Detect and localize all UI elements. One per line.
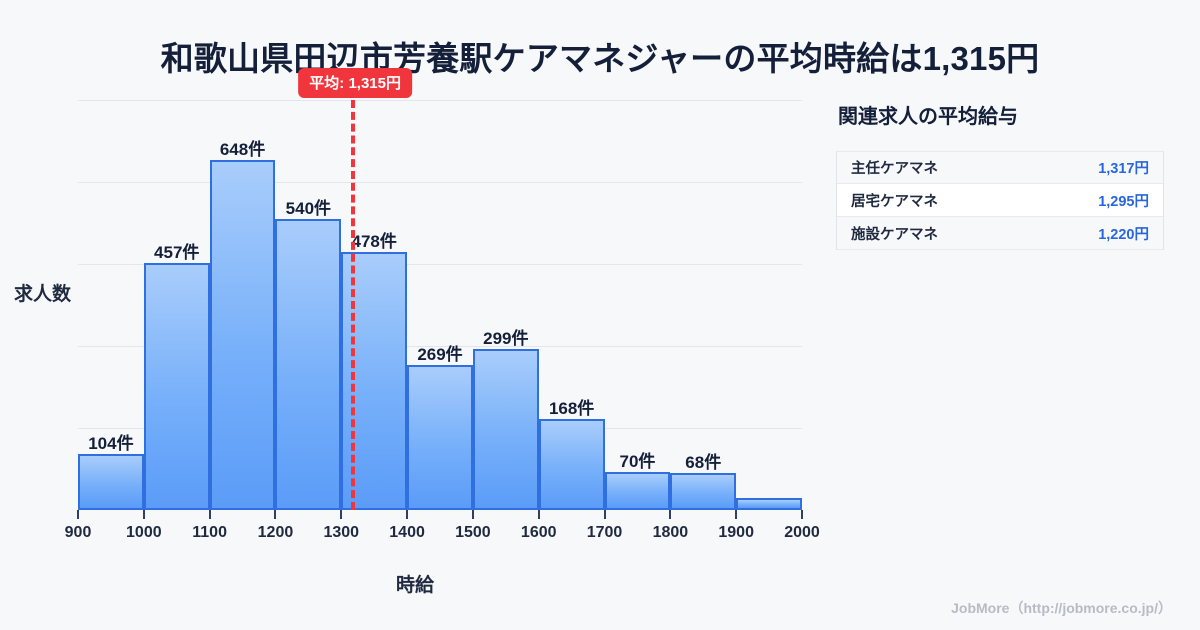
bar-value-label: 269件 (417, 344, 463, 364)
x-tick-mark (274, 510, 277, 519)
x-tick-label: 1500 (455, 524, 491, 541)
x-axis-label: 時給 (395, 575, 434, 596)
histogram-bar (407, 364, 473, 510)
x-tick-mark (735, 510, 738, 519)
x-tick-label: 1100 (192, 524, 227, 541)
histogram-bar (78, 453, 144, 510)
x-axis-line (78, 508, 802, 510)
table-row-value: 1,317円 (1098, 161, 1149, 177)
table-row: 主任ケアマネ 1,317円 (837, 151, 1163, 184)
x-tick-label: 1600 (520, 524, 557, 541)
x-tick-mark (142, 510, 145, 519)
histogram-bar (472, 348, 539, 510)
histogram-bar (275, 218, 342, 510)
bar-value-label: 68件 (685, 453, 722, 473)
watermark: JobMore（http://jobmore.co.jp/） (951, 600, 1172, 616)
x-tick-mark (406, 510, 409, 519)
bar-value-label: 104件 (88, 433, 134, 453)
x-tick-mark (77, 510, 79, 519)
x-tick-label: 1900 (718, 524, 754, 541)
x-tick-label: 1200 (257, 524, 294, 541)
x-tick-mark (603, 510, 606, 519)
bar-value-label: 648件 (219, 140, 266, 160)
bar-value-label: 70件 (619, 452, 656, 472)
bar-value-label: 457件 (154, 243, 200, 263)
table-row-label: 施設ケアマネ (851, 226, 938, 243)
y-axis-label: 求人数 (14, 284, 72, 305)
bar-value-label: 299件 (483, 328, 529, 348)
gridline (78, 100, 802, 101)
plot-area: 104件 457件 648件 540件 478件 269件 299件 168件 70件 68件 9… (65, 68, 820, 541)
histogram-chart: 求人数 時給 104件 457件 648件 540件 478件 269件 299件 168件 7… (14, 68, 820, 596)
average-line: 平均: 1,315円 (298, 68, 412, 510)
related-salary-panel: 関連求人の平均給与 主任ケアマネ 1,317円居宅ケアマネ 1,295円施設ケアマネ… (836, 100, 1166, 250)
x-tick-mark (340, 510, 343, 519)
histogram-bar (670, 473, 737, 510)
related-salary-heading: 関連求人の平均給与 (838, 106, 1018, 128)
x-tick-label: 1000 (126, 524, 162, 541)
x-tick-label: 1300 (323, 524, 360, 541)
bar-value-label: 168件 (548, 399, 595, 419)
table-row-label: 居宅ケアマネ (851, 193, 938, 210)
gridline (78, 346, 802, 347)
x-tick-mark (801, 510, 803, 519)
x-tick-label: 900 (64, 524, 92, 541)
table-row-value: 1,220円 (1098, 226, 1149, 243)
x-tick-mark (471, 510, 474, 519)
bar-value-label: 478件 (351, 232, 397, 252)
x-tick-mark (537, 510, 540, 519)
histogram-bar (143, 263, 210, 510)
x-tick-mark (669, 510, 672, 519)
related-salary-table: 主任ケアマネ 1,317円居宅ケアマネ 1,295円施設ケアマネ 1,220円 (836, 151, 1164, 250)
histogram-bar (209, 160, 276, 510)
bar-value-label: 540件 (285, 198, 332, 218)
histogram-bar (604, 472, 671, 510)
table-row-value: 1,295円 (1098, 193, 1149, 210)
table-row: 施設ケアマネ 1,220円 (837, 217, 1163, 250)
x-tick-label: 2000 (784, 524, 820, 541)
table-row: 居宅ケアマネ 1,295円 (837, 184, 1163, 217)
table-row-label: 主任ケアマネ (851, 161, 938, 177)
x-tick-label: 1800 (652, 524, 689, 541)
histogram-bar (538, 419, 605, 510)
x-tick-label: 1400 (389, 524, 425, 541)
average-badge: 平均: 1,315円 (298, 68, 412, 98)
gridline (78, 182, 802, 183)
x-tick-mark (208, 510, 211, 519)
x-tick-label: 1700 (586, 524, 623, 541)
gridline (78, 264, 802, 265)
